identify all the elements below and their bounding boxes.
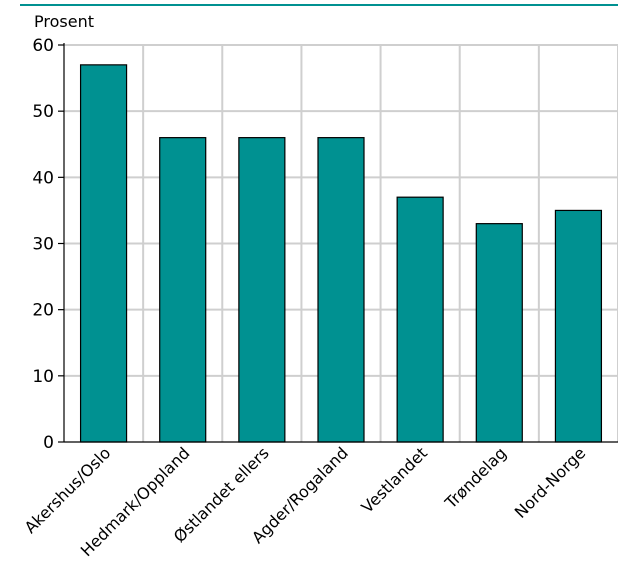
y-tick-label: 60: [32, 36, 54, 56]
x-category-label: Nord-Norge: [511, 443, 590, 522]
x-category-label: Vestlandet: [358, 443, 431, 516]
y-tick-label: 40: [32, 168, 54, 188]
y-tick-labels: 0 10 20 30 40 50 60: [32, 36, 54, 453]
y-tick-label: 20: [32, 301, 54, 321]
x-category-label: Trøndelag: [441, 443, 511, 513]
y-tick-label: 10: [32, 367, 54, 387]
bar-akershus-oslo: [79, 64, 128, 443]
y-tick-label: 30: [32, 235, 54, 255]
y-tick-label: 50: [32, 102, 54, 122]
bar-tr-ndelag: [475, 223, 523, 443]
axes: [58, 43, 618, 443]
y-axis-unit-label: Prosent: [34, 12, 94, 31]
bars: [79, 64, 603, 443]
y-tick-label: 0: [43, 433, 54, 453]
bar-agder-rogaland: [317, 137, 365, 443]
bar-hedmark-oppland: [159, 137, 207, 443]
bar--stlandet-ellers: [238, 137, 286, 443]
bar-nord-norge: [554, 209, 603, 443]
bar-vestlandet: [396, 196, 444, 443]
